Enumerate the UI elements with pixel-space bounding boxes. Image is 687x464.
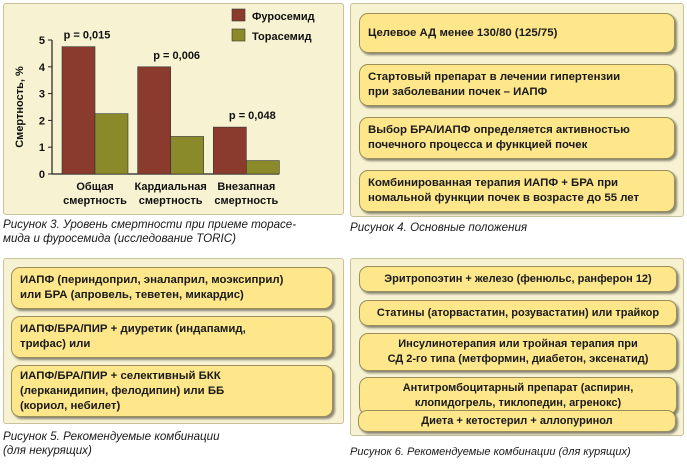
figure4-item-1-line-0: Стартовый препарат в лечении гипертензии [368, 71, 621, 83]
figure5-item-0-line-0: ИАПФ (периндоприл, эналаприл, моэксиприл… [20, 274, 284, 286]
figure5-item-2-line-0: ИАПФ/БРА/ПИР + селективный БКК [20, 369, 221, 382]
figure6-item-1-line-0: Статины (аторвастатин, розувастатин) или… [376, 306, 660, 319]
figure6-item-0-line-0: Эритропоэтин + железо (фенюльс, ранферон… [384, 272, 652, 285]
y-tick-label-2: 2 [39, 115, 45, 127]
figure6-caption-number: Рисунок 6. [350, 446, 404, 458]
y-tick-label-5: 5 [39, 35, 45, 47]
figure6-caption-text: Рекомендуемые комбинации (для курящих) [403, 446, 631, 458]
x-tick-label-2-0: Внезапная [217, 181, 275, 193]
figure5-item-2-line-2: (кориол, небилет) [20, 399, 121, 412]
x-tick-label-1-0: Кардиальная [135, 181, 207, 193]
legend-swatch-1 [231, 28, 246, 42]
x-tick-label-1-1: смертность [139, 195, 203, 207]
figure5-item-0: ИАПФ (периндоприл, эналаприл, моэксиприл… [11, 267, 333, 309]
y-axis-label: Смертность, % [14, 66, 26, 148]
bar-Торасемид-0 [94, 113, 129, 175]
figure6-item-3-line-1: клопидогрель, тиклопедин, агренокс) [414, 397, 622, 409]
p-value-annotation-0: p = 0,015 [64, 30, 111, 42]
figure3-caption-number: Рисунок 3. [3, 218, 60, 231]
figure5-item-1-line-1: трифас) или [20, 338, 91, 350]
figure5-item-0-line-1: или БРА (апровель, теветен, микардис) [20, 289, 244, 301]
y-tick-label-1: 1 [39, 142, 45, 154]
bar-Торасемид-1 [170, 136, 204, 175]
figure5-item-1-line-0: ИАПФ/БРА/ПИР + диуретик (индапамид, [20, 323, 246, 335]
figure6-item-2-line-1: СД 2-го типа (метформин, диабетон, эксен… [387, 353, 649, 365]
figure5-item-2-line-1: (лерканидипин, фелодипин) или ББ [20, 384, 225, 397]
figure6-caption: Рисунок 6. Рекомендуемые комбинации (для… [350, 445, 684, 459]
legend-label-1: Торасемид [252, 31, 312, 43]
figure4-caption-text: Основные положения [406, 221, 528, 234]
mortality-bar-chart: 0 1 2 3 4 5 Смертность, % Общая смертность p = 0,… [14, 8, 315, 207]
figure4-item-3-line-0: Комбинированная терапия ИАПФ + БРА при [368, 177, 619, 189]
figure4-caption: Рисунок 4. Основные положения [350, 221, 684, 235]
figure6-item-2-line-0: Инсулинотерапия или тройная терапия при [398, 338, 638, 350]
x-tick-label-0-0: Общая [76, 181, 113, 193]
legend-label-0: Фуросемид [252, 11, 315, 23]
figure5-caption: Рисунок 5. Рекомендуемые комбинации (для… [3, 430, 348, 458]
figure4-item-0-line-0: Целевое АД менее 130/80 (125/75) [368, 26, 558, 39]
figure5-item-2: ИАПФ/БРА/ПИР + селективный БКК (лерканид… [11, 365, 333, 417]
figure4-caption-number: Рисунок 4. [350, 221, 407, 234]
figure6-item-4-line-0: Диета + кетостерил + аллопуринол [421, 414, 613, 427]
figure6-item-1: Статины (аторвастатин, розувастатин) или… [359, 300, 677, 326]
x-tick-label-2-1: смертность [214, 195, 278, 207]
figure4-item-2: Выбор БРА/ИАПФ определяется активностью … [359, 117, 675, 159]
y-tick-label-4: 4 [39, 62, 46, 74]
figure5-panel: ИАПФ (периндоприл, эналаприл, моэксиприл… [3, 258, 344, 424]
figure6-item-2: Инсулинотерапия или тройная терапия при … [359, 333, 677, 371]
figure4-item-1: Стартовый препарат в лечении гипертензии… [359, 64, 675, 106]
x-tick-label-0-1: смертность [63, 195, 127, 207]
figure6-item-3: Антитромбоцитарный препарат (аспирин, кл… [359, 377, 677, 415]
figure4-item-3-line-1: номальной функции почек в возрасте до 55… [368, 192, 640, 204]
p-value-annotation-2: p = 0,048 [229, 110, 276, 122]
figure4-panel: Целевое АД менее 130/80 (125/75) Стартов… [350, 3, 684, 217]
figure5-caption-text: Рекомендуемые комбинации [59, 430, 220, 443]
y-tick-label-0: 0 [39, 169, 45, 181]
figure3-caption: Рисунок 3. Уровень смертности при приеме… [3, 218, 348, 246]
bar-Фуросемид-1 [137, 66, 171, 175]
figure5-caption-text2: (для некурящих) [3, 444, 92, 457]
figure3-caption-text: Уровень смертности при приеме торасе- [59, 218, 297, 231]
figure6-panel: Эритропоэтин + железо (фенюльс, ранферон… [350, 258, 684, 436]
bar-Фуросемид-0 [61, 46, 96, 175]
figure4-item-1-line-1: при заболевании почек – ИАПФ [368, 86, 548, 98]
figure6-item-0: Эритропоэтин + железо (фенюльс, ранферон… [359, 266, 677, 292]
bar-Торасемид-2 [246, 160, 280, 175]
chart-panel: 0 1 2 3 4 5 Смертность, % Общая смертность p = 0,… [3, 3, 344, 215]
y-tick-label-3: 3 [39, 89, 45, 101]
legend-swatch-0 [231, 8, 246, 22]
figure6-item-4: Диета + кетостерил + аллопуринол [358, 410, 676, 432]
figure4-item-2-line-0: Выбор БРА/ИАПФ определяется активностью [368, 124, 630, 136]
figure5-caption-number: Рисунок 5. [3, 430, 60, 443]
figure4-item-2-line-1: почечного процесса и функцией почек [368, 139, 588, 151]
figure4-item-0: Целевое АД менее 130/80 (125/75) [359, 13, 675, 53]
figure5-item-1: ИАПФ/БРА/ПИР + диуретик (индапамид, триф… [11, 316, 333, 358]
bar-Фуросемид-2 [213, 126, 247, 175]
figure3-caption-text2: мида и фуросемида (исследование TORIC) [3, 232, 236, 245]
figure4-item-3: Комбинированная терапия ИАПФ + БРА при н… [359, 170, 675, 212]
figure6-item-3-line-0: Антитромбоцитарный препарат (аспирин, [402, 382, 634, 394]
p-value-annotation-1: p = 0,006 [153, 50, 200, 62]
